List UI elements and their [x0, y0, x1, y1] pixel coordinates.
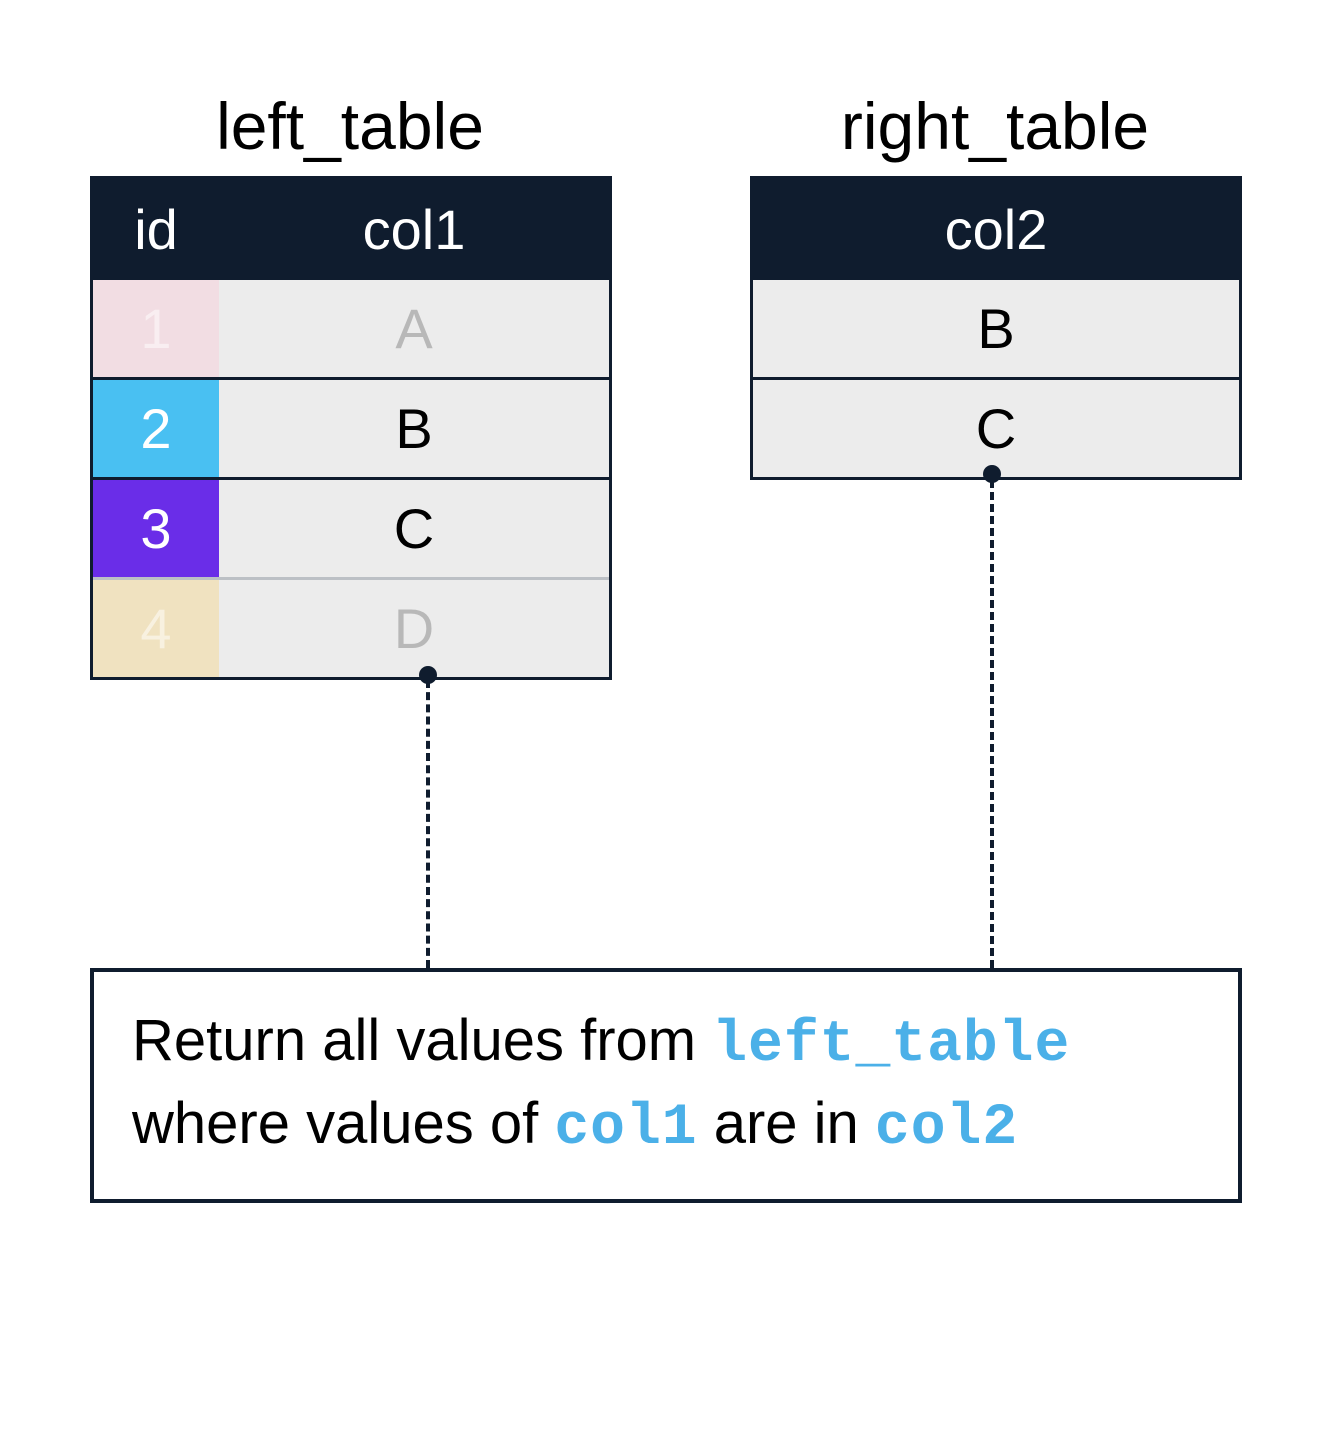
left-val-cell: A — [219, 280, 609, 377]
text-token: where values of — [132, 1091, 554, 1156]
table-row: 1A — [93, 280, 609, 377]
left-val-cell: C — [219, 480, 609, 577]
left-th-col1: col1 — [219, 179, 609, 280]
right-val-cell: B — [753, 280, 1239, 377]
left-th-id: id — [93, 179, 219, 280]
diagram-canvas: left_table id col1 1A2B3C4D right_table … — [0, 0, 1326, 1444]
right-table-title: right_table — [750, 88, 1240, 164]
table-row: 3C — [93, 477, 609, 577]
right-table-body: BC — [753, 280, 1239, 477]
right-table-header: col2 — [753, 179, 1239, 280]
table-row: B — [753, 280, 1239, 377]
code-token: col2 — [875, 1096, 1018, 1161]
left-table-header: id col1 — [93, 179, 609, 280]
left-id-cell: 4 — [93, 580, 219, 677]
left-val-cell: D — [219, 580, 609, 677]
right-th-col2: col2 — [753, 179, 1239, 280]
left-id-cell: 3 — [93, 480, 219, 577]
right-val-cell: C — [753, 380, 1239, 477]
connector-left-line — [426, 680, 430, 968]
left-val-cell: B — [219, 380, 609, 477]
right-table: col2 BC — [750, 176, 1242, 480]
left-table-body: 1A2B3C4D — [93, 280, 609, 677]
connector-right-line — [990, 480, 994, 968]
code-token: col1 — [554, 1096, 697, 1161]
table-row: C — [753, 377, 1239, 477]
table-row: 2B — [93, 377, 609, 477]
left-id-cell: 2 — [93, 380, 219, 477]
text-token: are in — [698, 1091, 875, 1156]
left-table-title: left_table — [90, 88, 610, 164]
left-table: id col1 1A2B3C4D — [90, 176, 612, 680]
left-id-cell: 1 — [93, 280, 219, 377]
explanation-box: Return all values from left_table where … — [90, 968, 1242, 1203]
table-row: 4D — [93, 577, 609, 677]
text-token: Return all values from — [132, 1008, 712, 1073]
code-token: left_table — [712, 1013, 1070, 1078]
